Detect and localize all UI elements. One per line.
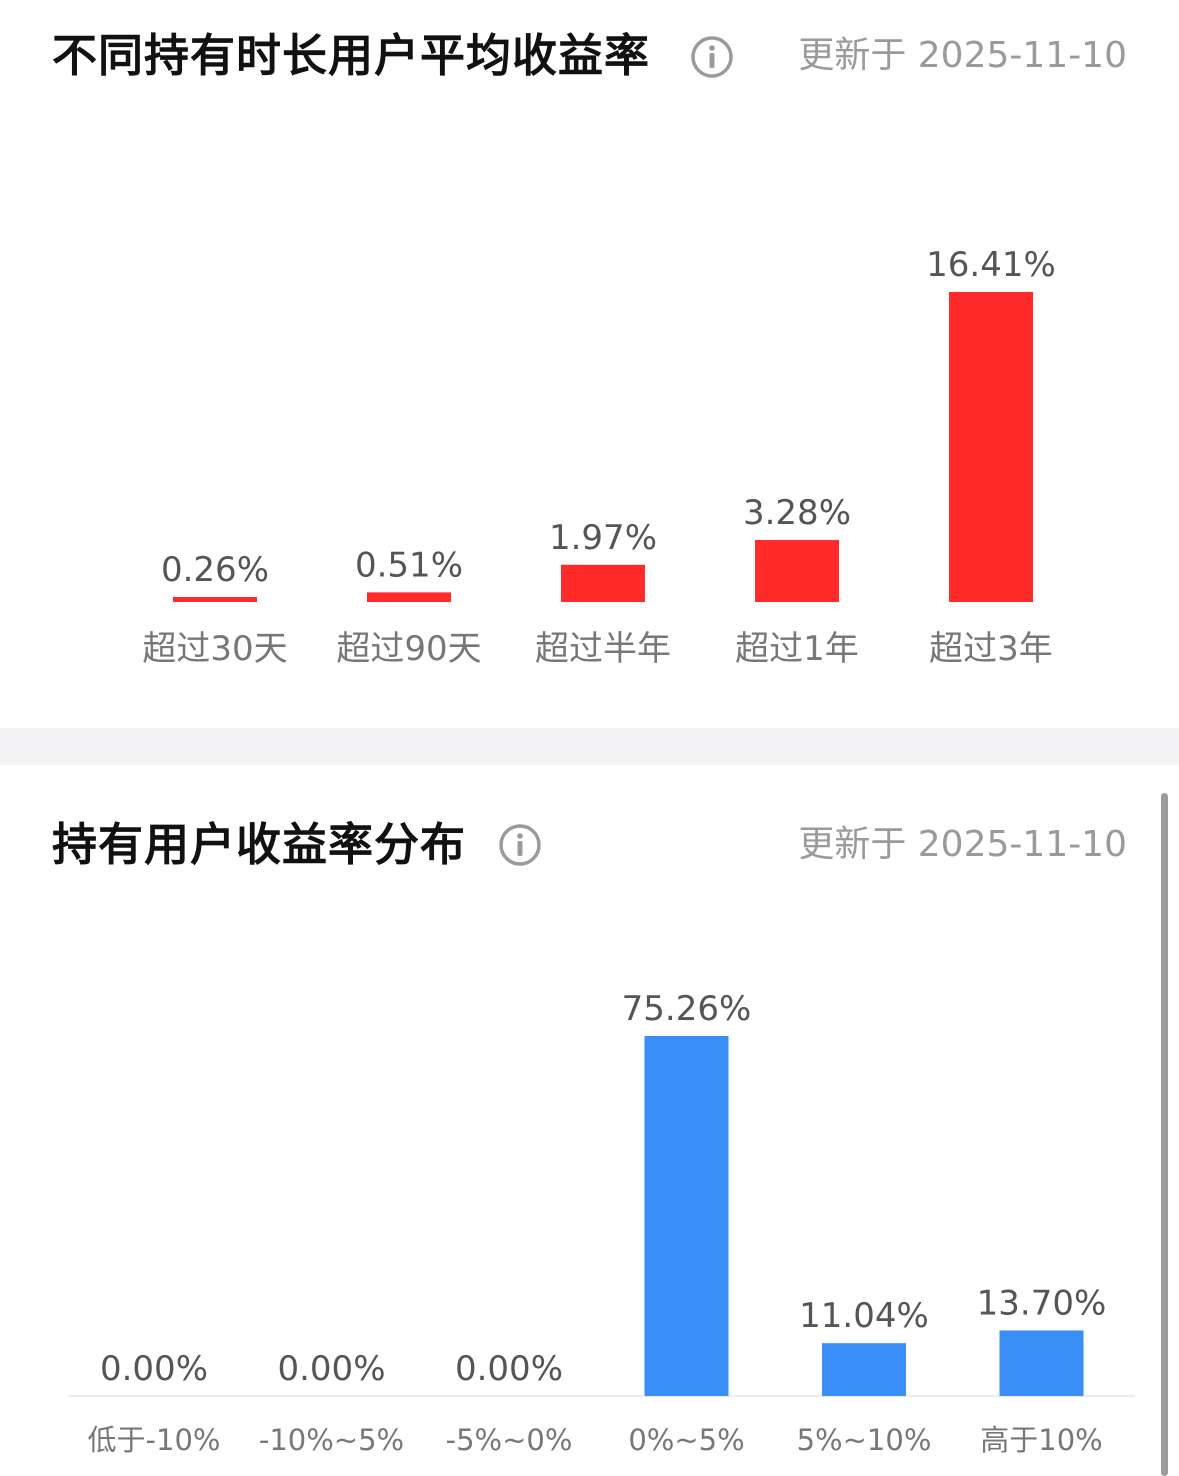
bar-value-label: 75.26% — [622, 989, 752, 1029]
avg-return-bar-chart: 0.26% 超过30天 0.51% 超过90天 1.97% 超过半年 3.28% 超过1年 16… — [142, 245, 1056, 669]
bar-value-label: 0.51% — [355, 545, 463, 585]
return-distribution-section: 持有用户收益率分布 更新于 2025-11-10 0.00% 低于-10% 0.00… — [0, 765, 1179, 1476]
category-tick-label: 超过30天 — [142, 629, 287, 669]
info-circle-icon[interactable] — [690, 35, 734, 79]
bar-value-label: 0.00% — [455, 1349, 563, 1389]
category-tick-label: 低于-10% — [88, 1423, 221, 1457]
bar-value-label: 16.41% — [926, 245, 1056, 285]
section-title: 不同持有时长用户平均收益率 — [52, 29, 651, 82]
bar[interactable] — [999, 1330, 1084, 1396]
info-circle-icon[interactable] — [498, 823, 542, 867]
bar-value-label: 13.70% — [977, 1283, 1107, 1323]
bar[interactable] — [644, 1036, 729, 1396]
bar[interactable] — [173, 597, 257, 602]
scrollbar[interactable] — [1161, 793, 1168, 1476]
category-tick-label: 超过半年 — [535, 629, 671, 669]
bar[interactable] — [367, 592, 451, 602]
bar[interactable] — [755, 540, 839, 602]
category-tick-label: -10%~5% — [259, 1423, 404, 1457]
category-tick-label: 超过90天 — [336, 629, 481, 669]
bar-value-label: 11.04% — [799, 1296, 929, 1336]
bar-value-label: 0.00% — [277, 1349, 385, 1389]
category-tick-label: 高于10% — [980, 1423, 1102, 1457]
bar-value-label: 0.00% — [100, 1349, 208, 1389]
updated-date: 更新于 2025-11-10 — [798, 824, 1127, 865]
return-distribution-bar-chart: 0.00% 低于-10% 0.00% -10%~5% 0.00% -5%~0% 75.26%… — [68, 989, 1135, 1457]
category-tick-label: 超过3年 — [929, 629, 1053, 669]
bar[interactable] — [822, 1343, 906, 1396]
bar-value-label: 3.28% — [743, 493, 851, 533]
category-tick-label: 超过1年 — [735, 629, 859, 669]
section-divider — [0, 728, 1179, 765]
bar[interactable] — [949, 292, 1033, 602]
avg-return-section: 不同持有时长用户平均收益率 更新于 2025-11-10 0.26% 超过30天 0… — [0, 0, 1179, 728]
bar-value-label: 1.97% — [549, 518, 657, 558]
category-tick-label: -5%~0% — [446, 1423, 573, 1457]
updated-date: 更新于 2025-11-10 — [798, 35, 1127, 76]
bar[interactable] — [561, 564, 645, 602]
category-tick-label: 5%~10% — [797, 1423, 932, 1457]
category-tick-label: 0%~5% — [628, 1423, 744, 1457]
section-title: 持有用户收益率分布 — [52, 818, 467, 871]
bar-value-label: 0.26% — [161, 550, 269, 590]
